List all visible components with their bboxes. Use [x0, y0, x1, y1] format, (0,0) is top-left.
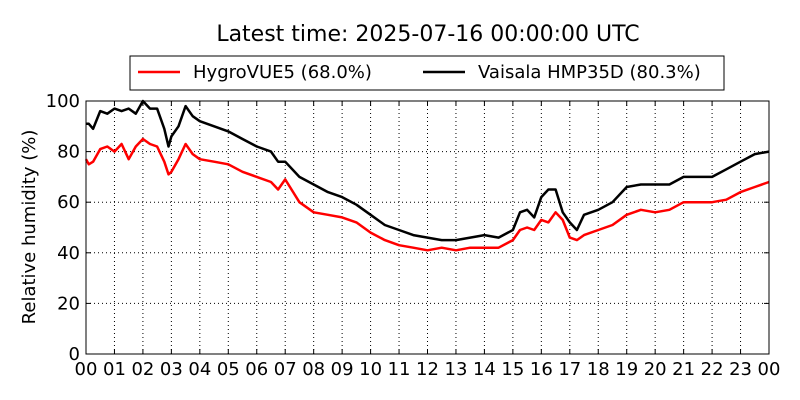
x-tick-label: 19 — [615, 359, 638, 380]
x-tick-label: 20 — [644, 359, 667, 380]
x-tick-label: 03 — [160, 359, 183, 380]
x-tick-label: 11 — [388, 359, 411, 380]
x-tick-label: 15 — [501, 359, 524, 380]
x-tick-label: 08 — [302, 359, 325, 380]
x-tick-label: 18 — [587, 359, 610, 380]
x-tick-label: 07 — [274, 359, 297, 380]
x-tick-label: 00 — [75, 359, 98, 380]
x-tick-label: 13 — [445, 359, 468, 380]
y-tick-label: 60 — [57, 192, 80, 213]
y-tick-label: 80 — [57, 142, 80, 163]
x-tick-label: 00 — [758, 359, 781, 380]
x-tick-label: 06 — [245, 359, 268, 380]
legend-label-vaisala: Vaisala HMP35D (80.3%) — [478, 62, 701, 83]
legend-label-hygrovue5: HygroVUE5 (68.0%) — [193, 62, 372, 83]
x-tick-label: 16 — [530, 359, 553, 380]
x-tick-label: 14 — [473, 359, 496, 380]
y-tick-label: 20 — [57, 293, 80, 314]
chart-title: Latest time: 2025-07-16 00:00:00 UTC — [216, 22, 639, 47]
plot-frame — [85, 100, 770, 355]
x-tick-label: 12 — [416, 359, 439, 380]
x-tick-label: 21 — [672, 359, 695, 380]
x-tick-label: 22 — [701, 359, 724, 380]
y-tick-label: 0 — [69, 344, 80, 365]
series-line-hygrovue5 — [84, 137, 770, 252]
x-tick-label: 04 — [188, 359, 211, 380]
legend: HygroVUE5 (68.0%) Vaisala HMP35D (80.3%) — [129, 55, 725, 91]
x-tick-label: 23 — [729, 359, 752, 380]
series-group — [84, 99, 770, 252]
x-tick-label: 02 — [131, 359, 154, 380]
y-axis-label: Relative humidity (%) — [19, 130, 40, 325]
x-tick-label: 10 — [359, 359, 382, 380]
grid — [86, 101, 769, 354]
x-tick-label: 01 — [103, 359, 126, 380]
series-line-vaisala — [86, 99, 770, 242]
y-tick-label: 40 — [57, 243, 80, 264]
axis-ticks: 00 01 02 03 04 05 06 07 08 09 10 11 12 13 14 15 16 17 18 19… — [46, 91, 781, 380]
x-tick-label: 05 — [217, 359, 240, 380]
x-tick-label: 09 — [331, 359, 354, 380]
x-tick-label: 17 — [558, 359, 581, 380]
y-tick-label: 100 — [46, 91, 80, 112]
